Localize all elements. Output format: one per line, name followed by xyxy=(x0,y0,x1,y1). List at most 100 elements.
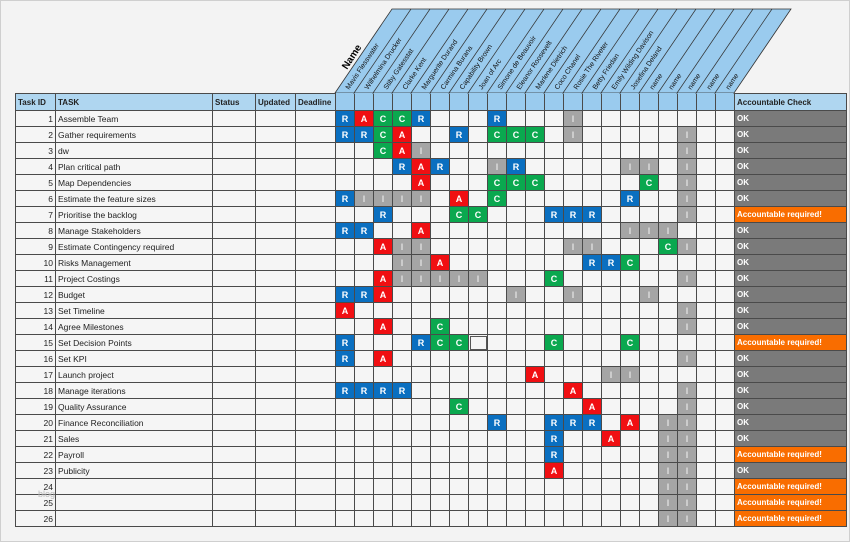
raci-cell-empty[interactable] xyxy=(582,142,602,159)
raci-cell-empty[interactable] xyxy=(601,190,621,207)
raci-cell-empty[interactable] xyxy=(544,366,564,383)
col-header-status[interactable]: Status xyxy=(212,93,256,111)
updated-cell[interactable] xyxy=(255,334,296,351)
raci-cell-empty[interactable] xyxy=(696,158,716,175)
raci-cell-empty[interactable] xyxy=(487,430,507,447)
raci-cell-empty[interactable] xyxy=(582,510,602,527)
task-name-cell[interactable]: Agree Milestones xyxy=(55,318,213,335)
raci-cell-responsible[interactable]: R xyxy=(430,158,450,175)
raci-cell-empty[interactable] xyxy=(373,446,393,463)
raci-cell-empty[interactable] xyxy=(487,302,507,319)
raci-cell-informed[interactable]: I xyxy=(677,302,697,319)
status-cell[interactable] xyxy=(212,382,256,399)
updated-cell[interactable] xyxy=(255,302,296,319)
raci-cell-responsible[interactable]: R xyxy=(373,382,393,399)
raci-cell-consulted[interactable]: C xyxy=(373,110,393,127)
raci-cell-empty[interactable] xyxy=(525,350,545,367)
raci-cell-empty[interactable] xyxy=(696,334,716,351)
task-name-cell[interactable]: Payroll xyxy=(55,446,213,463)
raci-cell-empty[interactable] xyxy=(563,174,583,191)
raci-cell-empty[interactable] xyxy=(525,302,545,319)
raci-cell-empty[interactable] xyxy=(715,142,735,159)
raci-cell-empty[interactable] xyxy=(487,494,507,511)
status-cell[interactable] xyxy=(212,222,256,239)
raci-cell-empty[interactable] xyxy=(582,318,602,335)
raci-cell-empty[interactable] xyxy=(468,446,488,463)
raci-cell-empty[interactable] xyxy=(544,494,564,511)
raci-cell-empty[interactable] xyxy=(525,430,545,447)
raci-cell-informed[interactable]: I xyxy=(677,462,697,479)
raci-cell-empty[interactable] xyxy=(373,222,393,239)
raci-cell-empty[interactable] xyxy=(430,446,450,463)
raci-cell-empty[interactable] xyxy=(715,398,735,415)
raci-cell-accountable[interactable]: A xyxy=(620,414,640,431)
raci-cell-informed[interactable]: I xyxy=(639,222,659,239)
deadline-cell[interactable] xyxy=(295,478,336,495)
raci-cell-consulted[interactable]: C xyxy=(392,110,412,127)
raci-cell-empty[interactable] xyxy=(449,142,469,159)
raci-cell-informed[interactable]: I xyxy=(658,430,678,447)
raci-cell-responsible[interactable]: R xyxy=(582,254,602,271)
raci-cell-empty[interactable] xyxy=(696,366,716,383)
raci-cell-informed[interactable]: I xyxy=(677,158,697,175)
raci-cell-empty[interactable] xyxy=(392,462,412,479)
raci-cell-empty[interactable] xyxy=(354,494,374,511)
raci-cell-empty[interactable] xyxy=(696,206,716,223)
raci-cell-responsible[interactable]: R xyxy=(582,206,602,223)
raci-cell-responsible[interactable]: R xyxy=(544,414,564,431)
raci-cell-empty[interactable] xyxy=(639,382,659,399)
raci-cell-empty[interactable] xyxy=(430,430,450,447)
raci-cell-responsible[interactable]: R xyxy=(354,222,374,239)
raci-cell-empty[interactable] xyxy=(696,270,716,287)
deadline-cell[interactable] xyxy=(295,494,336,511)
task-id-cell[interactable]: 16 xyxy=(15,350,56,367)
raci-cell-informed[interactable]: I xyxy=(677,510,697,527)
task-name-cell[interactable]: Set Decision Points xyxy=(55,334,213,351)
raci-cell-empty[interactable] xyxy=(506,334,526,351)
raci-cell-empty[interactable] xyxy=(715,174,735,191)
col-header-person[interactable] xyxy=(430,93,450,111)
raci-cell-empty[interactable] xyxy=(639,478,659,495)
raci-cell-empty[interactable] xyxy=(525,382,545,399)
raci-cell-empty[interactable] xyxy=(354,414,374,431)
raci-cell-empty[interactable] xyxy=(354,302,374,319)
task-id-cell[interactable]: 3 xyxy=(15,142,56,159)
deadline-cell[interactable] xyxy=(295,510,336,527)
raci-cell-empty[interactable] xyxy=(506,510,526,527)
raci-cell-accountable[interactable]: A xyxy=(354,110,374,127)
raci-cell-responsible[interactable]: R xyxy=(335,222,355,239)
raci-cell-empty[interactable] xyxy=(658,190,678,207)
raci-cell-empty[interactable] xyxy=(658,302,678,319)
raci-cell-empty[interactable] xyxy=(544,254,564,271)
raci-cell-empty[interactable] xyxy=(354,206,374,223)
raci-cell-accountable[interactable]: A xyxy=(525,366,545,383)
raci-cell-empty[interactable] xyxy=(487,334,507,351)
raci-cell-empty[interactable] xyxy=(544,190,564,207)
raci-cell-empty[interactable] xyxy=(525,222,545,239)
task-id-cell[interactable]: 8 xyxy=(15,222,56,239)
col-header-person[interactable] xyxy=(639,93,659,111)
status-cell[interactable] xyxy=(212,494,256,511)
raci-cell-empty[interactable] xyxy=(620,286,640,303)
raci-cell-empty[interactable] xyxy=(639,414,659,431)
task-name-cell[interactable]: Finance Reconciliation xyxy=(55,414,213,431)
raci-cell-empty[interactable] xyxy=(639,206,659,223)
raci-cell-empty[interactable] xyxy=(449,494,469,511)
raci-cell-empty[interactable] xyxy=(563,318,583,335)
raci-cell-informed[interactable]: I xyxy=(601,366,621,383)
raci-cell-empty[interactable] xyxy=(335,206,355,223)
task-id-cell[interactable]: 18 xyxy=(15,382,56,399)
raci-cell-empty[interactable] xyxy=(468,366,488,383)
raci-cell-empty[interactable] xyxy=(525,110,545,127)
raci-cell-empty[interactable] xyxy=(582,350,602,367)
raci-cell-responsible[interactable]: R xyxy=(487,414,507,431)
raci-cell-empty[interactable] xyxy=(506,270,526,287)
raci-cell-empty[interactable] xyxy=(373,478,393,495)
raci-cell-empty[interactable] xyxy=(601,126,621,143)
task-id-cell[interactable]: 5 xyxy=(15,174,56,191)
raci-cell-empty[interactable] xyxy=(525,398,545,415)
status-cell[interactable] xyxy=(212,334,256,351)
raci-cell-empty[interactable] xyxy=(354,270,374,287)
raci-cell-empty[interactable] xyxy=(582,190,602,207)
raci-cell-empty[interactable] xyxy=(620,462,640,479)
